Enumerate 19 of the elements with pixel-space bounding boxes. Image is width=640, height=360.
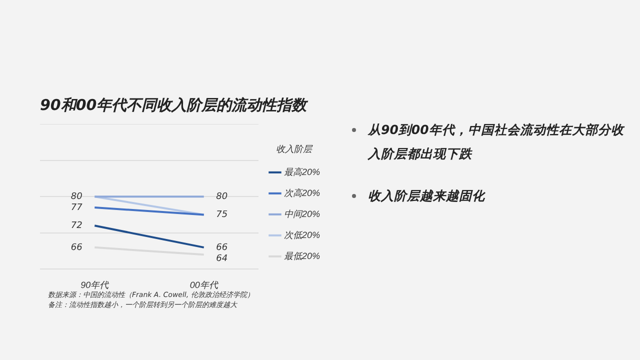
data-label: 77 <box>70 202 83 213</box>
legend-label: 最高20% <box>284 166 320 177</box>
x-tick-label: 90年代 <box>80 280 110 290</box>
data-label: 64 <box>216 254 228 264</box>
data-label: 66 <box>70 242 83 253</box>
text: 收入阶层越来越固化 <box>367 187 486 205</box>
legend-title: 收入阶层 <box>276 144 314 154</box>
text: 从90到00年代，中国社会流动性在大部分收入阶层都出现下跌 <box>366 121 626 163</box>
chart-title: 90和00年代不同收入阶层的流动性指数 <box>40 96 307 115</box>
legend-label: 中间20% <box>284 208 320 219</box>
legend-label: 次低20% <box>284 230 320 240</box>
data-label: 80 <box>216 192 228 202</box>
data-label: 72 <box>70 220 83 231</box>
data-label: 80 <box>70 192 83 202</box>
legend-label: 次高20% <box>284 188 320 198</box>
x-tick-label: 00年代 <box>190 280 219 290</box>
data-label: 66 <box>216 242 228 253</box>
legend-label: 最低20% <box>284 250 320 261</box>
data-label: 75 <box>216 210 228 220</box>
